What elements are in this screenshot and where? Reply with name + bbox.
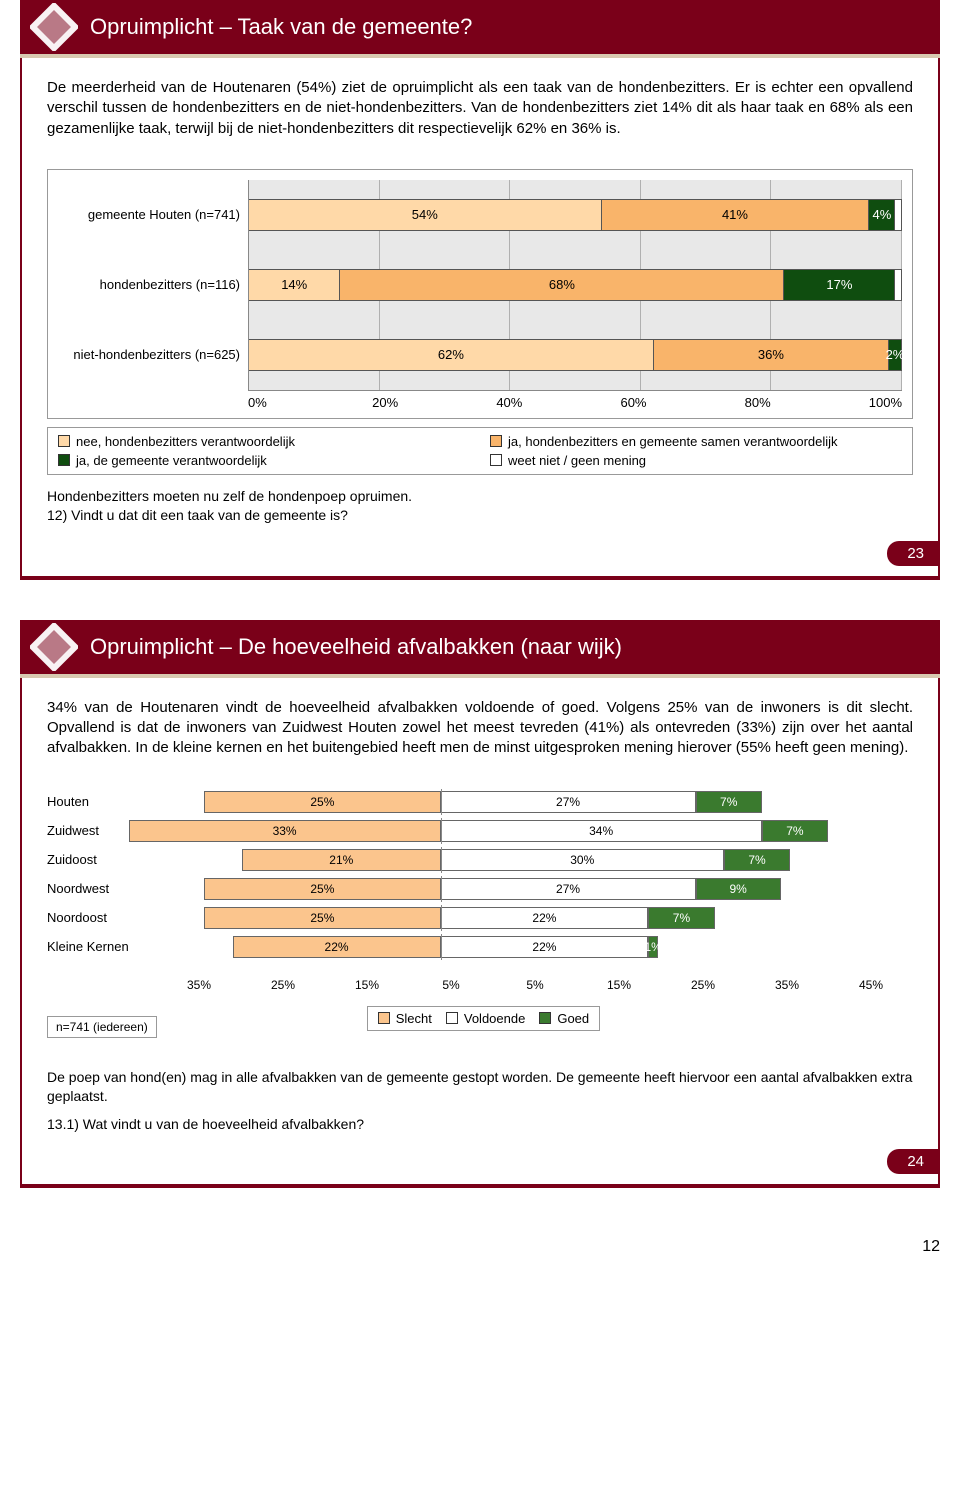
bar-slecht: 21% xyxy=(242,849,440,871)
slide-title: Opruimplicht – De hoeveelheid afvalbakke… xyxy=(90,634,622,659)
bar-goed: 9% xyxy=(696,878,781,900)
legend-item: weet niet / geen mening xyxy=(490,453,902,468)
legend-item: nee, hondenbezitters verantwoordelijk xyxy=(58,434,470,449)
diamond-icon xyxy=(30,623,78,671)
slide-24: Opruimplicht – De hoeveelheid afvalbakke… xyxy=(20,620,940,1189)
slide-header: Opruimplicht – Taak van de gemeente? xyxy=(20,0,940,58)
x-tick: 100% xyxy=(869,395,902,410)
x-tick: 15% xyxy=(577,978,661,992)
bar-goed: 7% xyxy=(648,907,714,929)
slide-body: De meerderheid van de Houtenaren (54%) z… xyxy=(20,58,940,580)
bar-voldoende: 27% xyxy=(441,878,696,900)
x-tick: 20% xyxy=(372,395,496,410)
diamond-icon xyxy=(30,3,78,51)
slide-title: Opruimplicht – Taak van de gemeente? xyxy=(90,14,472,39)
page-badge: 24 xyxy=(887,1149,938,1174)
category-label: hondenbezitters (n=116) xyxy=(58,250,248,320)
n-label: n=741 (iedereen) xyxy=(47,1016,157,1038)
footer-line2: 13.1) Wat vindt u van de hoeveelheid afv… xyxy=(47,1115,913,1135)
intro-paragraph: De meerderheid van de Houtenaren (54%) z… xyxy=(47,78,913,139)
x-tick: 15% xyxy=(325,978,409,992)
legend-item: Voldoende xyxy=(446,1011,525,1026)
bar-segment xyxy=(895,200,902,230)
bar-goed: 7% xyxy=(762,820,828,842)
bar-voldoende: 30% xyxy=(441,849,724,871)
bar-segment: 68% xyxy=(340,270,784,300)
bar-segment: 36% xyxy=(654,340,889,370)
diverging-bar-chart: Houten25%27%7%Zuidwest33%34%7%Zuidoost21… xyxy=(47,789,913,960)
bar-segment xyxy=(895,270,902,300)
category-label: niet-hondenbezitters (n=625) xyxy=(58,320,248,390)
bar-slecht: 33% xyxy=(129,820,441,842)
x-tick: 40% xyxy=(496,395,620,410)
stacked-bar-chart: gemeente Houten (n=741)hondenbezitters (… xyxy=(47,169,913,419)
bar-segment: 41% xyxy=(602,200,870,230)
page-badge: 23 xyxy=(887,541,938,566)
x-tick: 35% xyxy=(745,978,829,992)
bar-goed: 7% xyxy=(696,791,762,813)
bar-voldoende: 22% xyxy=(441,936,649,958)
document-page-number: 12 xyxy=(0,1228,960,1276)
x-tick: 35% xyxy=(157,978,241,992)
x-tick: 5% xyxy=(493,978,577,992)
x-tick: 5% xyxy=(409,978,493,992)
x-tick: 0% xyxy=(248,395,372,410)
bar-segment: 54% xyxy=(249,200,602,230)
legend-item: ja, hondenbezitters en gemeente samen ve… xyxy=(490,434,902,449)
legend-item: ja, de gemeente verantwoordelijk xyxy=(58,453,470,468)
chart-legend: Slecht Voldoende Goed xyxy=(367,1006,600,1031)
bar-goed: 7% xyxy=(724,849,790,871)
bar-slecht: 22% xyxy=(233,936,441,958)
bar-voldoende: 22% xyxy=(441,907,649,929)
x-tick: 60% xyxy=(620,395,744,410)
category-label: gemeente Houten (n=741) xyxy=(58,180,248,250)
x-tick: 25% xyxy=(661,978,745,992)
slide-23: Opruimplicht – Taak van de gemeente? De … xyxy=(20,0,940,580)
slide-body: 34% van de Houtenaren vindt de hoeveelhe… xyxy=(20,678,940,1189)
x-tick: 80% xyxy=(745,395,869,410)
bar-segment: 14% xyxy=(249,270,340,300)
question-line2: 12) Vindt u dat dit een taak van de geme… xyxy=(47,506,913,526)
chart-legend: nee, hondenbezitters verantwoordelijk ja,… xyxy=(47,427,913,475)
bar-slecht: 25% xyxy=(204,878,440,900)
bar-voldoende: 34% xyxy=(441,820,762,842)
legend-item: Slecht xyxy=(378,1011,432,1026)
bar-voldoende: 27% xyxy=(441,791,696,813)
bar-segment: 62% xyxy=(249,340,654,370)
x-tick: 45% xyxy=(829,978,913,992)
slide-header: Opruimplicht – De hoeveelheid afvalbakke… xyxy=(20,620,940,678)
intro-paragraph: 34% van de Houtenaren vindt de hoeveelhe… xyxy=(47,698,913,759)
bar-segment: 17% xyxy=(784,270,895,300)
bar-segment: 2% xyxy=(889,340,902,370)
x-tick: 25% xyxy=(241,978,325,992)
question-line1: Hondenbezitters moeten nu zelf de honden… xyxy=(47,487,913,507)
legend-item: Goed xyxy=(539,1011,589,1026)
bar-goed: 1% xyxy=(648,936,657,958)
bar-segment: 4% xyxy=(869,200,895,230)
bar-slecht: 25% xyxy=(204,907,440,929)
footer-line1: De poep van hond(en) mag in alle afvalba… xyxy=(47,1068,913,1107)
bar-slecht: 25% xyxy=(204,791,440,813)
